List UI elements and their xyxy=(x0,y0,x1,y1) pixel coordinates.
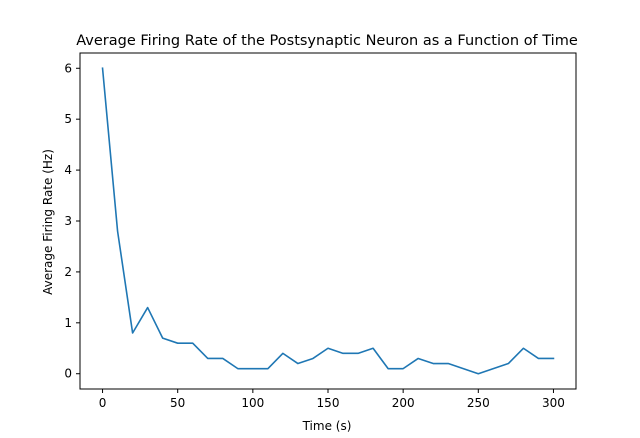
plot-area xyxy=(79,52,577,390)
x-tick-label: 200 xyxy=(392,396,415,410)
y-tick-label: 4 xyxy=(64,163,72,177)
y-tick-label: 2 xyxy=(64,265,72,279)
x-axis-label: Time (s) xyxy=(302,419,352,433)
chart-title: Average Firing Rate of the Postsynaptic … xyxy=(76,33,578,49)
y-axis-label: Average Firing Rate (Hz) xyxy=(41,149,55,295)
x-tick-label: 300 xyxy=(542,396,565,410)
x-tick-label: 250 xyxy=(467,396,490,410)
series-layer xyxy=(101,67,555,375)
y-tick-label: 0 xyxy=(64,367,72,381)
y-tick-label: 1 xyxy=(64,316,72,330)
y-tick-label: 3 xyxy=(64,214,72,228)
plot-frame xyxy=(79,52,577,390)
x-tick-label: 50 xyxy=(170,396,185,410)
series-line xyxy=(101,67,555,375)
x-tick-label: 0 xyxy=(99,396,107,410)
x-tick-label: 100 xyxy=(241,396,264,410)
y-tick-label: 6 xyxy=(64,61,72,75)
x-tick-label: 150 xyxy=(317,396,340,410)
y-axis: 0 1 2 3 4 5 6 xyxy=(64,61,80,381)
y-tick-label: 5 xyxy=(64,112,72,126)
x-axis: 0 50 100 150 200 250 300 xyxy=(99,389,565,410)
